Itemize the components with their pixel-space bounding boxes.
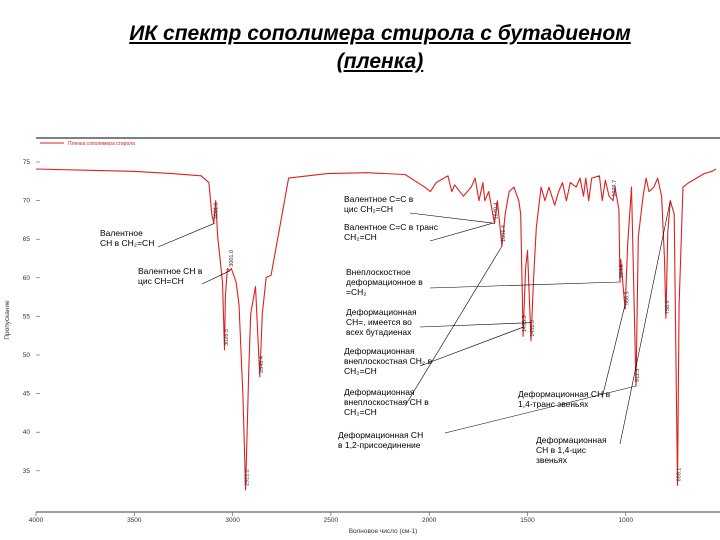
annotation-leader-line	[429, 223, 493, 242]
x-tick-label: 3500	[127, 517, 142, 524]
annotation-text: цис CH₂=CH	[344, 204, 393, 214]
peak-labels: 3081.6 3026.5 3001.0 2921.2 2848.4 1640.41601…	[214, 180, 683, 486]
x-tick-label: 2500	[324, 517, 339, 524]
chart-title: ИК спектр сополимера стирола с бутадиено…	[60, 20, 700, 77]
peak-label: 911.3	[635, 369, 641, 382]
peak-label: 1451.9	[530, 320, 536, 337]
annotation-text: деформационное в	[346, 277, 423, 287]
peak-label: 698.1	[677, 468, 683, 482]
annotation-text: Деформационная	[344, 346, 415, 356]
x-tick-label: 4000	[29, 517, 44, 524]
y-tick-label: 35	[23, 468, 31, 475]
annotation-text: в 1,2-присоединение	[338, 440, 421, 450]
annotation-leader-line	[419, 322, 531, 328]
y-tick-label: 75	[23, 159, 31, 166]
annotation-text: Валентное CH в	[138, 266, 203, 276]
annotation-text: Деформационная	[346, 307, 417, 317]
annotation: Деформационная CHв 1,2-присоединение	[338, 385, 637, 450]
annotation-leader-line	[157, 223, 215, 248]
peak-label: 1601.4	[501, 225, 507, 242]
x-axis-ticks: 40003500300025002000150010005	[29, 512, 634, 524]
annotation-text: Деформационная CH	[338, 430, 423, 440]
annotation-text: =CH₂	[346, 287, 367, 297]
annotation-text: 1,4-транс звеньях	[518, 399, 589, 409]
annotation-leader-line	[601, 304, 626, 399]
peak-label: 1493.3	[522, 315, 528, 332]
y-tick-label: 45	[23, 391, 31, 398]
annotation-text: внеплоскостная CH₂ в	[344, 356, 433, 366]
annotation-text: CH₂=CH	[344, 366, 377, 376]
annotation-text: CH=, имеется во	[346, 317, 412, 327]
annotation-text: CH₂=CH	[344, 232, 377, 242]
spectrum-line	[35, 168, 717, 491]
title-line-1: ИК спектр сополимера стирола с бутадиено…	[129, 22, 631, 45]
annotation-text: Деформационная	[536, 435, 607, 445]
peak-label: 1640.4	[494, 202, 500, 219]
y-axis-label: Пропускание	[4, 300, 11, 340]
annotation-text: CH в CH₂=CH	[100, 238, 154, 248]
title-line-2: (пленка)	[336, 50, 424, 74]
annotation-text: Валентное C=C в	[344, 194, 414, 204]
y-axis-ticks: 75 70 65 60 55 50 45 40 35	[23, 159, 40, 475]
y-tick-label: 65	[23, 236, 31, 243]
peak-label: 966.5	[624, 291, 630, 305]
x-tick-label: 1000	[619, 517, 634, 524]
y-tick-label: 70	[23, 198, 31, 205]
x-axis-label: Волновое число (см-1)	[349, 528, 418, 535]
peak-label: 1029.7	[612, 180, 618, 197]
annotation-text: CH в 1,4-цис	[536, 445, 587, 455]
x-tick-label: 2000	[422, 517, 437, 524]
annotation-text: CH₂=CH	[344, 407, 377, 417]
y-tick-label: 40	[23, 429, 31, 436]
peak-label: 994.6	[619, 264, 625, 278]
peak-label: 2921.2	[245, 469, 251, 486]
annotation-leader-line	[201, 270, 231, 285]
annotation-leader-line	[444, 385, 637, 434]
y-tick-label: 50	[23, 352, 31, 359]
legend-text: Пленка сополимера стирола	[68, 141, 135, 147]
annotation-leader-line	[429, 281, 621, 289]
annotation-text: всех бутадиенах	[346, 327, 412, 337]
annotation-leader-line	[409, 212, 495, 224]
x-tick-label: 1500	[520, 517, 535, 524]
annotation-text: Деформационная	[344, 387, 415, 397]
peak-label: 3001.0	[229, 250, 235, 267]
annotation-text: внеплоскостная CH в	[344, 397, 429, 407]
y-tick-label: 55	[23, 313, 31, 320]
y-tick-label: 60	[23, 275, 31, 282]
annotation-text: Валентное C=C в транс	[344, 222, 439, 232]
annotation-leader-line	[404, 245, 503, 407]
peak-label: 758.9	[665, 300, 671, 314]
annotation-text: Деформационная CH в	[518, 389, 611, 399]
annotation-leader-line	[419, 326, 524, 367]
annotation-text: Валентное	[100, 228, 143, 238]
peak-label: 3081.6	[214, 202, 220, 219]
peak-label: 3026.5	[224, 329, 230, 346]
annotation: Деформационная CH в1,4-транс звеньях	[518, 304, 626, 409]
peak-label: 2848.4	[259, 356, 265, 373]
annotation-text: звеньях	[536, 455, 568, 465]
annotation-leader-line	[619, 200, 671, 445]
annotation-text: Внеплоскостное	[346, 267, 411, 277]
annotation-text: цис CH=CH	[138, 276, 184, 286]
x-tick-label: 3000	[225, 517, 240, 524]
